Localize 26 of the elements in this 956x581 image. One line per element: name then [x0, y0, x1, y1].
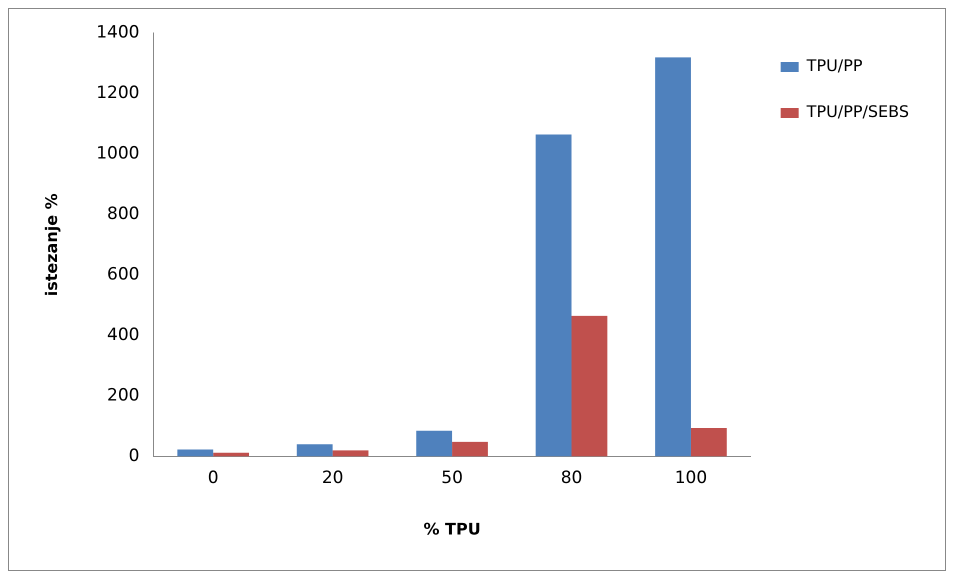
legend-label: TPU/PP/SEBS: [806, 102, 909, 122]
bar: [572, 316, 608, 456]
bar: [655, 57, 691, 456]
y-tick-label: 1200: [96, 83, 140, 104]
y-tick-label: 800: [107, 204, 140, 224]
bar: [416, 430, 452, 456]
y-tick-label: 1400: [96, 22, 140, 43]
x-tick-label: 50: [441, 468, 463, 488]
bar: [296, 444, 333, 456]
y-tick-label: 200: [107, 385, 140, 406]
bar: [452, 442, 488, 456]
x-tick-label: 80: [560, 468, 582, 488]
bar: [536, 134, 572, 456]
x-tick-label: 0: [208, 468, 219, 488]
x-tick-label: 20: [322, 468, 344, 488]
bar: [332, 450, 368, 456]
y-axis-title: istezanje %: [42, 193, 61, 296]
legend-label: TPU/PP: [806, 56, 863, 76]
bar: [690, 428, 727, 456]
y-tick-label: 0: [128, 446, 140, 466]
y-tick-label: 1000: [96, 144, 140, 164]
bar: [177, 449, 214, 456]
y-tick-label: 400: [107, 324, 140, 345]
x-tick-label: 100: [674, 468, 708, 488]
x-axis-title: % TPU: [423, 520, 481, 539]
y-tick-label: 600: [107, 264, 140, 284]
